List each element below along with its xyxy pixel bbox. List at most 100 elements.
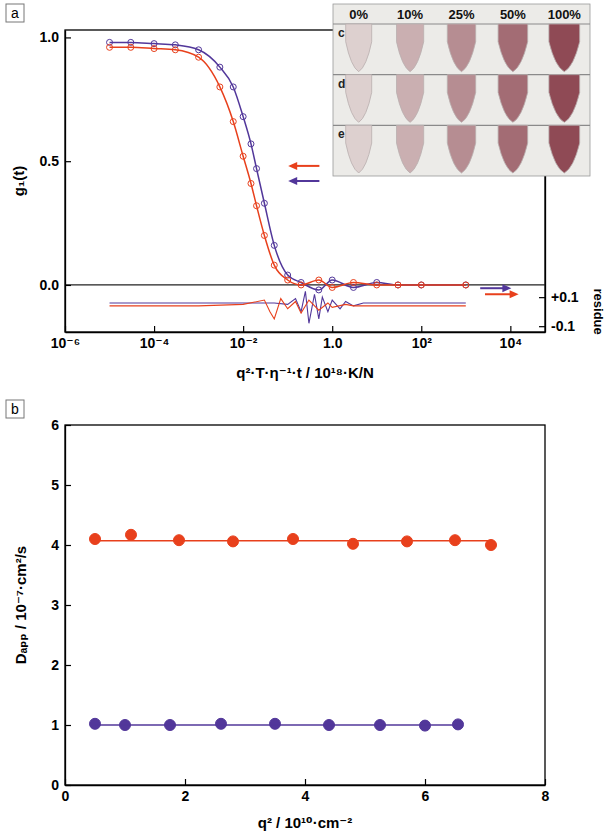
tick-label: 2	[51, 657, 59, 673]
plot-frame	[65, 425, 545, 785]
tick-label: 4	[51, 537, 59, 553]
series	[90, 718, 464, 731]
vial	[549, 125, 580, 173]
vial	[346, 125, 372, 173]
marker	[107, 44, 113, 50]
vial	[447, 75, 475, 123]
vial	[447, 125, 475, 173]
inset-column-label: 0%	[349, 7, 368, 22]
marker	[217, 64, 223, 70]
marker	[288, 534, 299, 545]
panel-letter: a	[11, 5, 19, 21]
marker	[254, 203, 260, 209]
marker	[316, 277, 322, 283]
tick-mark	[154, 326, 155, 332]
marker	[350, 279, 356, 285]
tick-mark	[65, 665, 71, 666]
tick: 2	[182, 779, 190, 804]
series-line	[95, 540, 491, 542]
marker	[230, 119, 236, 125]
tick-label: 0	[62, 788, 70, 804]
inset-column-label: 25%	[448, 7, 474, 22]
vial	[397, 75, 424, 123]
tick: 10⁻²	[230, 326, 258, 351]
tick: 6	[422, 779, 430, 804]
tick: 0	[51, 777, 71, 793]
vial	[498, 24, 528, 72]
tick-mark	[185, 779, 186, 785]
plot-area	[65, 39, 545, 323]
axis-line	[66, 785, 546, 786]
marker	[261, 200, 267, 206]
marker	[248, 180, 254, 186]
series-line	[110, 47, 466, 287]
marker	[217, 84, 223, 90]
y-axis: 0 1 2 3 4 5 6	[51, 417, 71, 793]
tick-mark	[332, 326, 333, 332]
tick-label: 6	[51, 417, 59, 433]
plot-area	[90, 529, 497, 731]
tick-mark	[305, 779, 306, 785]
tick-label: 0.0	[40, 277, 60, 293]
marker	[298, 282, 304, 288]
tick: 1	[51, 717, 71, 733]
axis-line	[66, 332, 546, 333]
tick: 10⁻⁴	[140, 326, 170, 351]
vial	[397, 125, 424, 173]
inset-column-label: 100%	[548, 7, 582, 22]
marker	[261, 232, 267, 238]
marker	[374, 282, 380, 288]
inset-column-label: 50%	[500, 7, 526, 22]
vial	[447, 24, 475, 72]
tick-mark	[425, 779, 426, 785]
axis-line	[65, 31, 66, 333]
tick: 8	[542, 779, 550, 804]
inset: 0%10%25%50%100%cde	[333, 4, 590, 176]
inset-row-label: d	[338, 77, 345, 91]
tick: 6	[51, 417, 71, 433]
tick-label: -0.1	[551, 318, 575, 334]
tick-label: 2	[182, 788, 190, 804]
arrow-shaft	[480, 287, 505, 289]
tick-label: 8	[542, 788, 550, 804]
tick-label: +0.1	[551, 289, 579, 305]
tick: 3	[51, 597, 71, 613]
tick-label: 10²	[412, 335, 433, 351]
series-line	[110, 42, 466, 290]
tick-label: 0.5	[40, 153, 60, 169]
marker	[196, 54, 202, 60]
vial	[346, 24, 372, 72]
tick: 4	[51, 537, 71, 553]
vial	[498, 75, 528, 123]
marker	[395, 282, 401, 288]
panel-letter-box	[6, 4, 24, 22]
series-line	[95, 724, 458, 726]
series	[110, 291, 466, 323]
tick-label: 4	[302, 788, 310, 804]
tick-mark	[65, 285, 71, 286]
marker	[151, 46, 157, 52]
marker	[90, 718, 101, 729]
axis-arrow	[288, 162, 319, 170]
tick-mark	[65, 605, 71, 606]
tick: 5	[51, 477, 71, 493]
marker	[230, 84, 236, 90]
inset-row-label: e	[338, 127, 345, 141]
tick: 10²	[412, 326, 433, 351]
marker	[240, 114, 246, 120]
marker	[90, 534, 101, 545]
tick-label: 0	[51, 777, 59, 793]
inset-background	[333, 4, 590, 176]
x-axis: 0 2 4 6 8	[62, 779, 550, 804]
tick-label: 1.0	[40, 29, 60, 45]
y2-axis-title: residue	[591, 289, 606, 335]
marker	[316, 287, 322, 293]
tick-label: 1	[51, 717, 59, 733]
tick-mark	[65, 37, 71, 38]
axis-arrow	[485, 290, 519, 298]
marker	[418, 282, 424, 288]
tick: -0.1	[539, 318, 575, 334]
arrow-head	[288, 162, 297, 170]
tick-mark	[65, 725, 71, 726]
series	[107, 39, 469, 293]
